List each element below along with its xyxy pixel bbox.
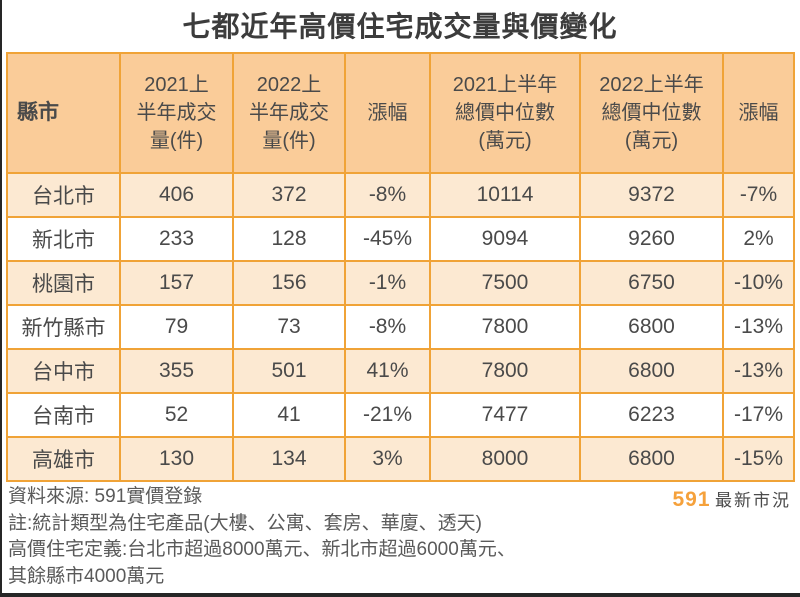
cell-price-2022: 6800 — [579, 348, 724, 394]
cell-volume-2022: 73 — [232, 304, 346, 350]
cell-price-2021: 7800 — [429, 304, 581, 350]
cell-price-2021: 7500 — [429, 260, 581, 306]
cell-city: 台南市 — [6, 392, 121, 438]
table-row-tainan: 台南市 52 41 -21% 7477 6223 -17% — [6, 392, 795, 438]
col-header-volume-change: 漲幅 — [344, 52, 431, 174]
col-header-volume-2022: 2022上 半年成交 量(件) — [232, 52, 346, 174]
definition-line-1: 高價住宅定義:台北市超過8000萬元、新北市超過6000萬元、 — [8, 539, 516, 560]
cell-city: 台中市 — [6, 348, 121, 394]
cell-price-2021: 8000 — [429, 436, 581, 482]
cell-price-change: -13% — [722, 348, 795, 394]
cell-volume-2021: 157 — [119, 260, 234, 306]
col-header-price-2021: 2021上半年 總價中位數 (萬元) — [429, 52, 581, 174]
window-edge-bottom — [0, 593, 800, 597]
cell-price-change: -7% — [722, 172, 795, 218]
cell-volume-2022: 134 — [232, 436, 346, 482]
cell-volume-change: 41% — [344, 348, 431, 394]
cell-volume-change: 3% — [344, 436, 431, 482]
cell-volume-2021: 406 — [119, 172, 234, 218]
data-table: 縣市 2021上 半年成交 量(件) 2022上 半年成交 量(件) 漲幅 20… — [6, 52, 795, 482]
cell-volume-change: -1% — [344, 260, 431, 306]
cell-price-2021: 7477 — [429, 392, 581, 438]
table-row-hsinchu: 新竹縣市 79 73 -8% 7800 6800 -13% — [6, 304, 795, 350]
cell-volume-2021: 233 — [119, 216, 234, 262]
table-row-taipei: 台北市 406 372 -8% 10114 9372 -7% — [6, 172, 795, 218]
cell-volume-2022: 372 — [232, 172, 346, 218]
cell-volume-2021: 130 — [119, 436, 234, 482]
window-edge-left — [0, 0, 2, 597]
table-row-taoyuan: 桃園市 157 156 -1% 7500 6750 -10% — [6, 260, 795, 306]
cell-city: 桃園市 — [6, 260, 121, 306]
cell-price-change: -15% — [722, 436, 795, 482]
cell-volume-2021: 355 — [119, 348, 234, 394]
cell-city: 新竹縣市 — [6, 304, 121, 350]
cell-price-2022: 6223 — [579, 392, 724, 438]
table-header-row: 縣市 2021上 半年成交 量(件) 2022上 半年成交 量(件) 漲幅 20… — [6, 52, 795, 174]
table-row-newtaipei: 新北市 233 128 -45% 9094 9260 2% — [6, 216, 795, 262]
cell-volume-2022: 41 — [232, 392, 346, 438]
cell-city: 新北市 — [6, 216, 121, 262]
page-title: 七都近年高價住宅成交量與價變化 — [182, 11, 618, 42]
definition-line-2: 其餘縣市4000萬元 — [8, 565, 165, 587]
cell-price-change: -17% — [722, 392, 795, 438]
cell-price-change: 2% — [722, 216, 795, 262]
col-header-price-2022: 2022上半年 總價中位數 (萬元) — [579, 52, 724, 174]
cell-price-2021: 10114 — [429, 172, 581, 218]
cell-volume-change: -21% — [344, 392, 431, 438]
cell-volume-2022: 156 — [232, 260, 346, 306]
cell-price-change: -13% — [722, 304, 795, 350]
cell-price-2022: 9260 — [579, 216, 724, 262]
cell-volume-change: -45% — [344, 216, 431, 262]
cell-volume-2021: 79 — [119, 304, 234, 350]
col-header-price-change: 漲幅 — [722, 52, 795, 174]
cell-volume-change: -8% — [344, 172, 431, 218]
source-note: 資料來源: 591實價登錄 註:統計類型為住宅產品(大樓、公寓、套房、華廈、透天… — [8, 484, 516, 590]
table-row-kaohsiung: 高雄市 130 134 3% 8000 6800 -15% — [6, 436, 795, 482]
cell-price-2022: 6800 — [579, 436, 724, 482]
cell-price-2021: 7800 — [429, 348, 581, 394]
cell-city: 高雄市 — [6, 436, 121, 482]
brand-number: 591 — [672, 488, 711, 511]
cell-price-2022: 6750 — [579, 260, 724, 306]
brand-logo: 591 最新市況 — [673, 486, 792, 512]
note-line: 註:統計類型為住宅產品(大樓、公寓、套房、華廈、透天) — [8, 512, 482, 534]
col-header-volume-2021: 2021上 半年成交 量(件) — [119, 52, 234, 174]
cell-volume-2022: 128 — [232, 216, 346, 262]
col-header-city: 縣市 — [6, 52, 121, 174]
cell-volume-2021: 52 — [119, 392, 234, 438]
cell-price-2022: 9372 — [579, 172, 724, 218]
brand-name: 最新市況 — [715, 491, 791, 510]
source-line: 資料來源: 591實價登錄 — [8, 486, 203, 507]
table-row-taichung: 台中市 355 501 41% 7800 6800 -13% — [6, 348, 795, 394]
cell-price-2021: 9094 — [429, 216, 581, 262]
cell-city: 台北市 — [6, 172, 121, 218]
cell-price-change: -10% — [722, 260, 795, 306]
cell-price-2022: 6800 — [579, 304, 724, 350]
cell-volume-change: -8% — [344, 304, 431, 350]
cell-volume-2022: 501 — [232, 348, 346, 394]
